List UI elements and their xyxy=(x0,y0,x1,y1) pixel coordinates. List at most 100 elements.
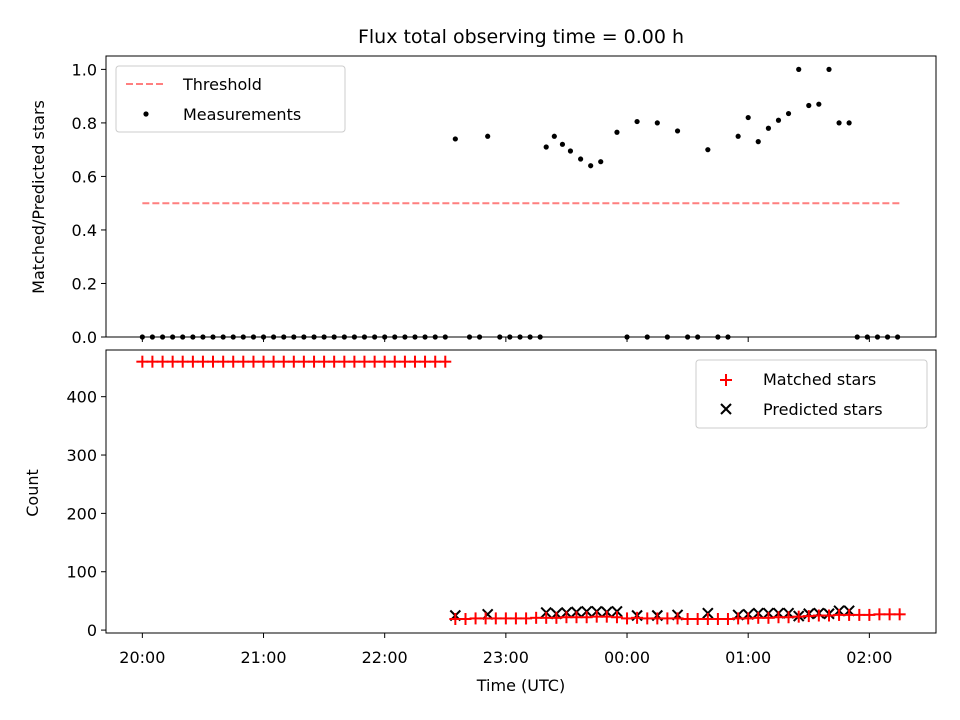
measurement-point xyxy=(674,128,681,134)
matched-star-point xyxy=(489,612,502,625)
measurement-point xyxy=(745,114,751,121)
matched-star-point xyxy=(176,355,189,368)
matched-star-point xyxy=(328,355,341,368)
matched-star-point xyxy=(419,355,432,368)
count-x-axis-label: Time (UTC) xyxy=(476,676,565,695)
measurement-point xyxy=(543,144,549,150)
count-y-tick-label: 200 xyxy=(66,504,97,523)
measurement-point xyxy=(551,133,557,139)
ratio-y-axis: 0.0 0.2 0.4 0.6 0.8 1.0 xyxy=(72,60,106,347)
count-x-tick-label: 23:00 xyxy=(483,648,529,667)
measurement-point xyxy=(836,120,842,126)
matched-legend-label: Matched stars xyxy=(763,370,876,389)
matched-star-point xyxy=(146,355,159,368)
measurement-point xyxy=(775,117,782,123)
matched-star-point xyxy=(206,355,219,368)
measurement-point xyxy=(806,102,812,109)
count-legend: Matched stars Predicted stars xyxy=(695,359,928,429)
predicted-legend-label: Predicted stars xyxy=(763,400,883,419)
count-y-tick-label: 300 xyxy=(66,446,97,465)
top-chart-title: Flux total observing time = 0.00 h xyxy=(358,26,684,48)
matched-star-point xyxy=(570,611,583,624)
ratio-y-tick-label: 0.0 xyxy=(72,328,97,347)
ratio-y-axis-label: Matched/Predicted stars xyxy=(29,100,48,294)
matched-star-point xyxy=(671,612,684,625)
ratio-y-tick-label: 1.0 xyxy=(72,60,97,79)
matched-star-point xyxy=(217,355,230,368)
matched-star-point xyxy=(318,355,331,368)
count-x-tick-label: 20:00 xyxy=(119,648,165,667)
matched-star-point xyxy=(378,355,391,368)
matched-star-point xyxy=(257,355,270,368)
measurement-point xyxy=(598,159,604,165)
matched-star-point xyxy=(358,355,371,368)
matched-star-point xyxy=(772,611,785,624)
ratio-y-tick-label: 0.4 xyxy=(72,221,97,240)
matched-star-point xyxy=(641,612,654,625)
ratio-y-tick-label: 0.8 xyxy=(72,114,97,133)
count-x-tick-label: 02:00 xyxy=(846,648,892,667)
matched-star-point xyxy=(631,611,644,624)
count-y-tick-label: 400 xyxy=(66,388,97,407)
measurement-point xyxy=(816,101,822,107)
matched-star-point xyxy=(166,355,179,368)
matched-star-point xyxy=(550,611,563,624)
matched-star-point xyxy=(823,609,836,622)
count-legend-box xyxy=(695,359,928,429)
matched-star-point xyxy=(530,611,543,624)
matched-star-point xyxy=(136,355,149,368)
matched-star-point xyxy=(691,612,704,625)
matched-star-point xyxy=(479,612,492,625)
count-y-axis: 0 100 200 300 400 xyxy=(66,388,106,640)
count-x-tick-label: 22:00 xyxy=(362,648,408,667)
matched-star-point xyxy=(469,612,482,625)
matched-star-point xyxy=(439,355,452,368)
count-x-tick-label: 00:00 xyxy=(604,648,650,667)
matched-star-point xyxy=(883,608,896,621)
matched-star-point xyxy=(590,610,603,623)
matched-star-point xyxy=(429,355,442,368)
matched-star-point xyxy=(833,608,846,621)
count-x-tick-label: 01:00 xyxy=(725,648,771,667)
matched-star-point xyxy=(752,611,765,624)
measurement-point xyxy=(634,118,640,125)
count-y-axis-label: Count xyxy=(23,469,42,517)
measurement-point xyxy=(755,139,761,145)
measurement-point xyxy=(735,133,741,139)
count-x-axis: 20:00 21:00 22:00 23:00 00:00 01:00 02:00 xyxy=(119,633,892,667)
measurements-legend-swatch xyxy=(143,111,149,117)
matched-star-point xyxy=(610,611,623,624)
matched-star-point xyxy=(277,355,290,368)
matched-star-point xyxy=(681,612,694,625)
count-y-tick-label: 100 xyxy=(66,563,97,582)
matched-star-point xyxy=(308,355,321,368)
matched-legend-swatch xyxy=(720,374,732,386)
matched-star-point xyxy=(186,355,199,368)
matched-star-point xyxy=(782,611,795,624)
count-x-tick-label: 21:00 xyxy=(240,648,286,667)
matched-star-point xyxy=(580,611,593,624)
matched-star-point xyxy=(398,355,411,368)
measurement-point xyxy=(588,163,594,169)
measurement-point xyxy=(796,66,802,72)
measurement-point xyxy=(559,141,566,147)
ratio-legend: Threshold Measurements xyxy=(115,65,346,133)
matched-star-point xyxy=(843,608,856,621)
matched-star-point xyxy=(509,612,522,625)
measurement-point xyxy=(452,136,458,142)
measurement-point xyxy=(614,129,620,135)
matched-star-point xyxy=(802,610,815,623)
ratio-panel: 0.0 0.2 0.4 0.6 0.8 1.0 Matched/Predicted sta… xyxy=(29,55,937,347)
matched-star-point xyxy=(368,355,381,368)
matched-star-point xyxy=(540,611,553,624)
ratio-y-tick-label: 0.6 xyxy=(72,167,97,186)
matched-star-point xyxy=(338,355,351,368)
threshold-legend-label: Threshold xyxy=(182,75,262,94)
matched-star-point xyxy=(873,608,886,621)
matched-star-point xyxy=(853,608,866,621)
ratio-y-tick-label: 0.2 xyxy=(72,274,97,293)
measurement-point xyxy=(826,66,832,72)
matched-star-point xyxy=(348,355,361,368)
count-y-tick-label: 0 xyxy=(87,621,97,640)
